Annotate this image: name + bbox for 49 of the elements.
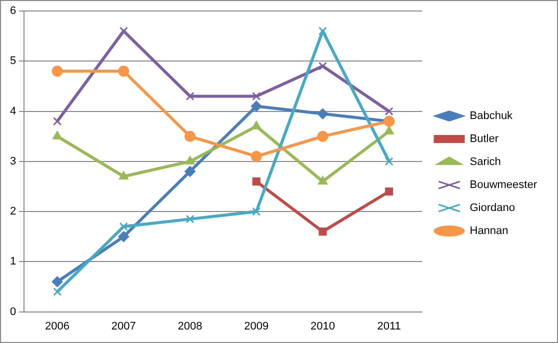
point: [118, 170, 128, 180]
point: [384, 126, 394, 134]
point: [118, 66, 130, 77]
point: [52, 130, 62, 140]
x-tick-label: 2006: [45, 320, 70, 332]
y-tick-label: 5: [10, 55, 16, 68]
y-tick-label: 6: [10, 5, 16, 18]
x-tick-label: 2010: [310, 320, 335, 332]
point: [52, 276, 63, 288]
y-tick-label: 1: [10, 256, 16, 268]
point: [318, 228, 327, 236]
x-tick-label: 2011: [377, 320, 401, 332]
y-tick-label: 4: [10, 105, 16, 118]
legend-label: Babchuk: [470, 110, 514, 122]
legend-label: Butler: [470, 133, 499, 146]
point: [384, 106, 394, 116]
legend-label: Giordano: [470, 202, 516, 214]
point: [184, 166, 196, 177]
y-tick-label: 2: [10, 206, 16, 218]
point: [118, 231, 130, 242]
point: [317, 108, 328, 120]
point: [184, 130, 196, 142]
point: [318, 62, 327, 70]
point: [185, 156, 195, 164]
point: [252, 120, 262, 130]
point: [250, 150, 262, 162]
point: [252, 177, 260, 186]
x-tick-label: 2009: [244, 320, 269, 332]
point: [186, 214, 194, 224]
x-tick-label: 2007: [111, 320, 136, 332]
point: [318, 26, 327, 36]
legend-label: Sarich: [470, 156, 501, 168]
point: [53, 117, 62, 126]
x-tick-label: 2008: [178, 320, 202, 332]
point: [52, 66, 63, 77]
legend-label: Bouwmeester: [470, 179, 538, 192]
point: [385, 187, 394, 196]
point: [186, 92, 194, 101]
point: [252, 207, 261, 216]
point: [252, 92, 261, 101]
point: [317, 130, 328, 142]
point: [250, 100, 262, 112]
point: [384, 157, 394, 166]
y-tick-label: 3: [10, 155, 16, 168]
point: [53, 287, 62, 296]
y-tick-label: 0: [10, 306, 16, 318]
legend-label: Hannan: [470, 225, 508, 238]
point: [318, 176, 328, 184]
point: [119, 222, 128, 231]
